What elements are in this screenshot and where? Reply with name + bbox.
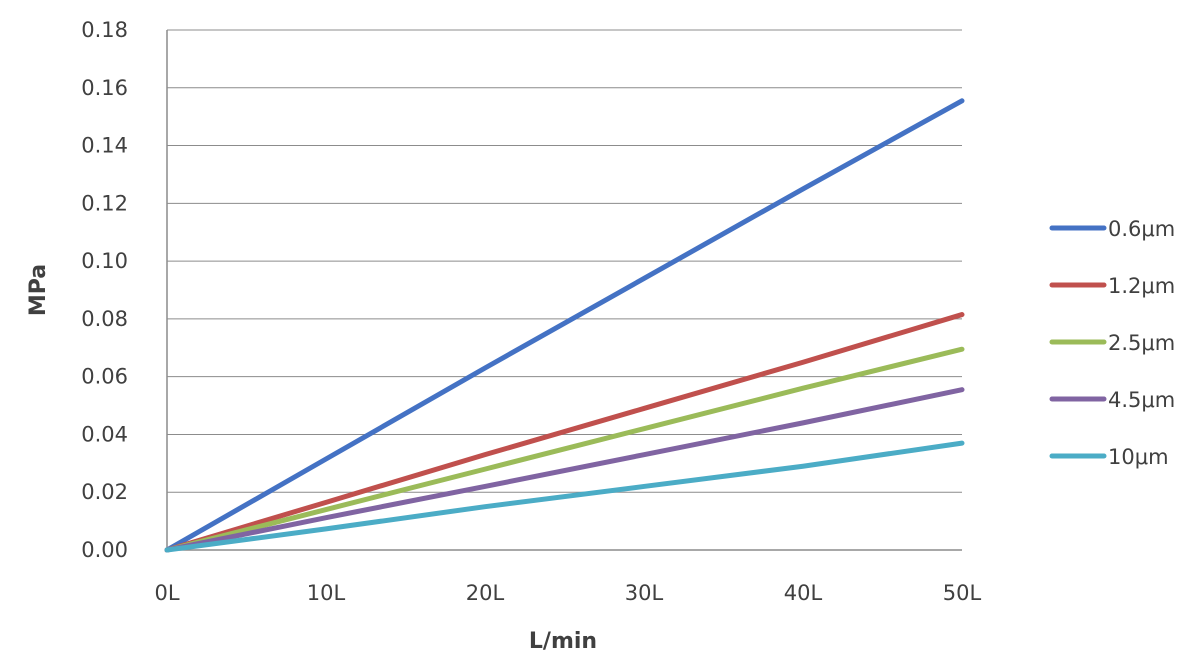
series-lines bbox=[164, 98, 965, 553]
y-tick-label: 0.06 bbox=[81, 365, 128, 389]
series-line bbox=[164, 312, 965, 553]
legend-label: 1.2μm bbox=[1108, 274, 1175, 298]
y-tick-label: 0.12 bbox=[81, 191, 128, 215]
x-tick-label: 40L bbox=[784, 581, 823, 605]
x-tick-label: 0L bbox=[154, 581, 179, 605]
y-axis-title: MPa bbox=[26, 264, 51, 316]
series-line bbox=[164, 98, 965, 553]
gridlines bbox=[167, 29, 962, 493]
series-line bbox=[164, 440, 965, 553]
y-tick-label: 0.04 bbox=[81, 422, 128, 446]
y-tick-labels: 0.00 0.02 0.04 0.06 0.08 0.10 0.12 0.14 0.16 0.18 bbox=[81, 18, 128, 562]
legend-label: 4.5μm bbox=[1108, 388, 1175, 412]
y-tick-label: 0.14 bbox=[81, 134, 128, 158]
x-tick-label: 30L bbox=[625, 581, 664, 605]
series-line bbox=[164, 387, 965, 553]
legend: 0.6μm 1.2μm 2.5μm 4.5μm 10μm bbox=[1049, 217, 1175, 469]
legend-label: 10μm bbox=[1108, 445, 1169, 469]
x-tick-labels: 0L 10L 20L 30L 40L 50L bbox=[154, 581, 981, 605]
y-tick-label: 0.08 bbox=[81, 307, 128, 331]
y-tick-label: 0.10 bbox=[81, 249, 128, 273]
x-tick-label: 50L bbox=[943, 581, 982, 605]
x-tick-label: 10L bbox=[307, 581, 346, 605]
y-tick-label: 0.18 bbox=[81, 18, 128, 42]
legend-label: 2.5μm bbox=[1108, 331, 1175, 355]
x-axis-title: L/min bbox=[529, 629, 597, 654]
x-tick-label: 20L bbox=[466, 581, 505, 605]
series-line bbox=[164, 346, 965, 553]
axes bbox=[166, 30, 962, 551]
legend-label: 0.6μm bbox=[1108, 217, 1175, 241]
y-tick-label: 0.02 bbox=[81, 480, 128, 504]
y-tick-label: 0.16 bbox=[81, 76, 128, 100]
y-tick-label: 0.00 bbox=[81, 538, 128, 562]
